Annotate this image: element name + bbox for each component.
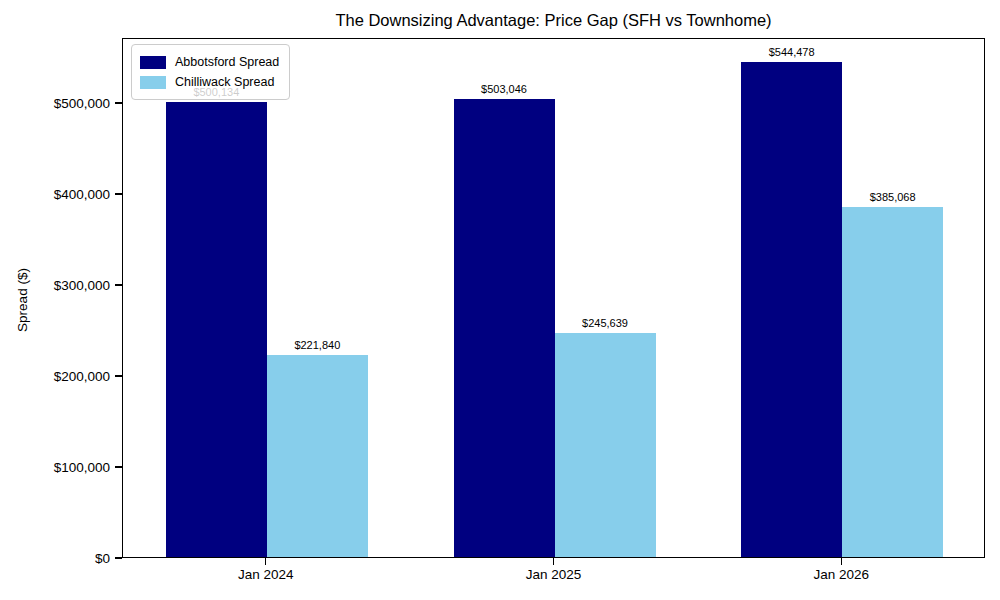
x-tick-mark	[841, 558, 842, 565]
legend-label-abbotsford: Abbotsford Spread	[175, 55, 279, 69]
legend: Abbotsford Spread Chilliwack Spread	[131, 44, 290, 100]
y-tick-mark	[115, 557, 122, 558]
x-tick-mark	[553, 558, 554, 565]
y-tick-label: $200,000	[0, 369, 110, 384]
y-tick-mark	[115, 375, 122, 376]
legend-item-chilliwack: Chilliwack Spread	[140, 72, 279, 92]
legend-swatch-abbotsford	[140, 56, 166, 69]
x-tick-label: Jan 2026	[813, 567, 869, 582]
chart-title: The Downsizing Advantage: Price Gap (SFH…	[122, 11, 985, 30]
y-tick-mark	[115, 284, 122, 285]
bar-chilliwack-spread-jan-2025	[555, 333, 656, 557]
bar-value-label: $221,840	[294, 339, 340, 351]
figure: The Downsizing Advantage: Price Gap (SFH…	[0, 0, 1000, 600]
bar-value-label: $544,478	[769, 46, 815, 58]
legend-swatch-chilliwack	[140, 76, 166, 89]
bar-chilliwack-spread-jan-2026	[842, 207, 943, 557]
bar-value-label: $385,068	[870, 191, 916, 203]
legend-label-chilliwack: Chilliwack Spread	[175, 75, 274, 89]
y-tick-mark	[115, 466, 122, 467]
legend-item-abbotsford: Abbotsford Spread	[140, 52, 279, 72]
plot-area: Abbotsford Spread Chilliwack Spread $500…	[122, 38, 985, 558]
bar-value-label: $503,046	[481, 83, 527, 95]
y-tick-label: $0	[0, 551, 110, 566]
bar-abbotsford-spread-jan-2025	[454, 99, 555, 557]
y-tick-mark	[115, 193, 122, 194]
x-tick-label: Jan 2025	[526, 567, 582, 582]
bar-value-label: $245,639	[582, 317, 628, 329]
y-tick-label: $500,000	[0, 96, 110, 111]
y-tick-label: $300,000	[0, 278, 110, 293]
bar-abbotsford-spread-jan-2024	[166, 102, 267, 557]
bar-abbotsford-spread-jan-2026	[741, 62, 842, 557]
x-tick-label: Jan 2024	[238, 567, 294, 582]
bar-chilliwack-spread-jan-2024	[267, 355, 368, 557]
y-tick-mark	[115, 102, 122, 103]
y-tick-label: $100,000	[0, 460, 110, 475]
x-tick-mark	[265, 558, 266, 565]
y-tick-label: $400,000	[0, 187, 110, 202]
